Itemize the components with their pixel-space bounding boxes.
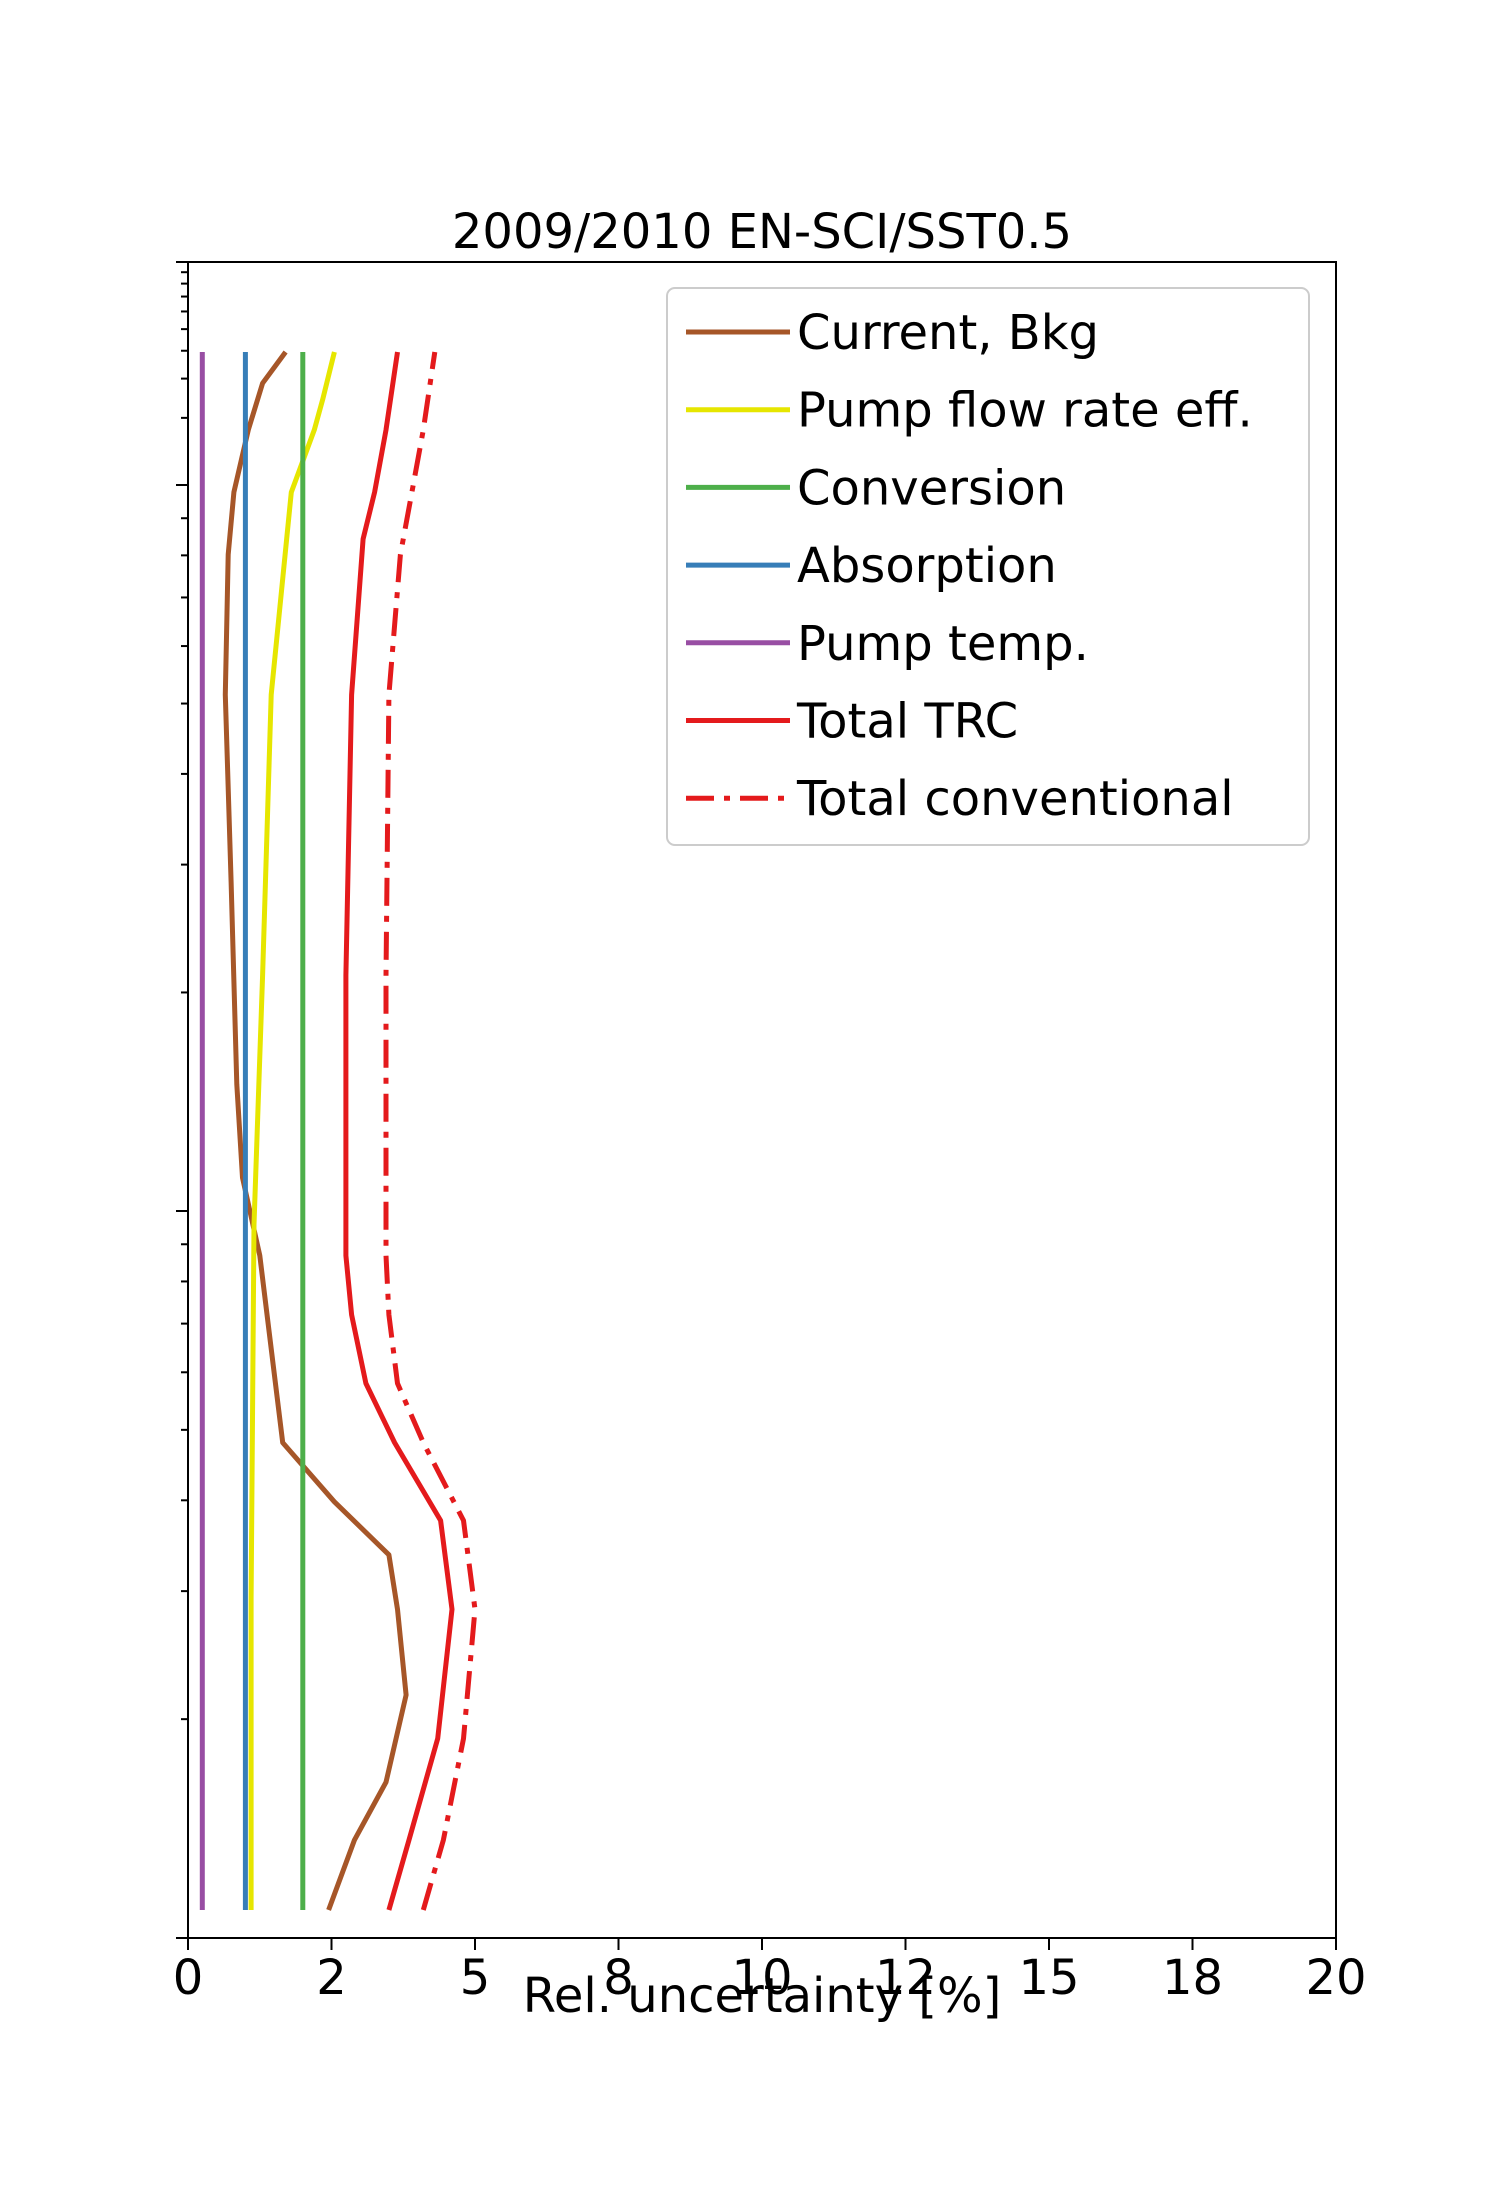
series-line-6 — [343, 351, 455, 1911]
x-tick-label: 8 — [603, 1950, 634, 2006]
legend-entry-label: Pump flow rate eff. — [797, 383, 1253, 439]
series-line-7 — [383, 351, 478, 1911]
x-tick-label: 5 — [460, 1950, 491, 2006]
x-tick-label: 20 — [1305, 1950, 1366, 2006]
x-axis: 0 2 5 8 10 12 15 18 20 — [173, 1938, 1367, 2006]
legend-box — [666, 287, 1310, 846]
legend-entry-label: Total TRC — [796, 694, 1018, 750]
chart-title: 2009/2010 EN-SCI/SST0.5 — [452, 204, 1072, 260]
x-tick-label: 2 — [316, 1950, 347, 2006]
x-tick-label: 10 — [731, 1950, 792, 2006]
legend-entry-label: Total conventional — [796, 771, 1234, 827]
legend-entry-label: Conversion — [797, 460, 1066, 516]
plot-lines — [199, 350, 478, 1911]
legend-entry-label: Current, Bkg — [797, 305, 1099, 361]
legend-entry-label: Pump temp. — [797, 616, 1089, 672]
series-line-2 — [248, 351, 337, 1910]
y-axis — [176, 261, 188, 1939]
legend: Current, Bkg Pump flow rate eff. Conversio… — [666, 287, 1310, 846]
legend-entry-label: Absorption — [797, 538, 1057, 594]
series-line-1 — [222, 350, 409, 1911]
x-tick-label: 0 — [173, 1950, 204, 2006]
x-tick-label: 12 — [875, 1950, 936, 2006]
x-axis-label: Rel. uncertainty [%] — [523, 1968, 1002, 2024]
x-tick-label: 15 — [1018, 1950, 1079, 2006]
x-tick-label: 18 — [1162, 1950, 1223, 2006]
